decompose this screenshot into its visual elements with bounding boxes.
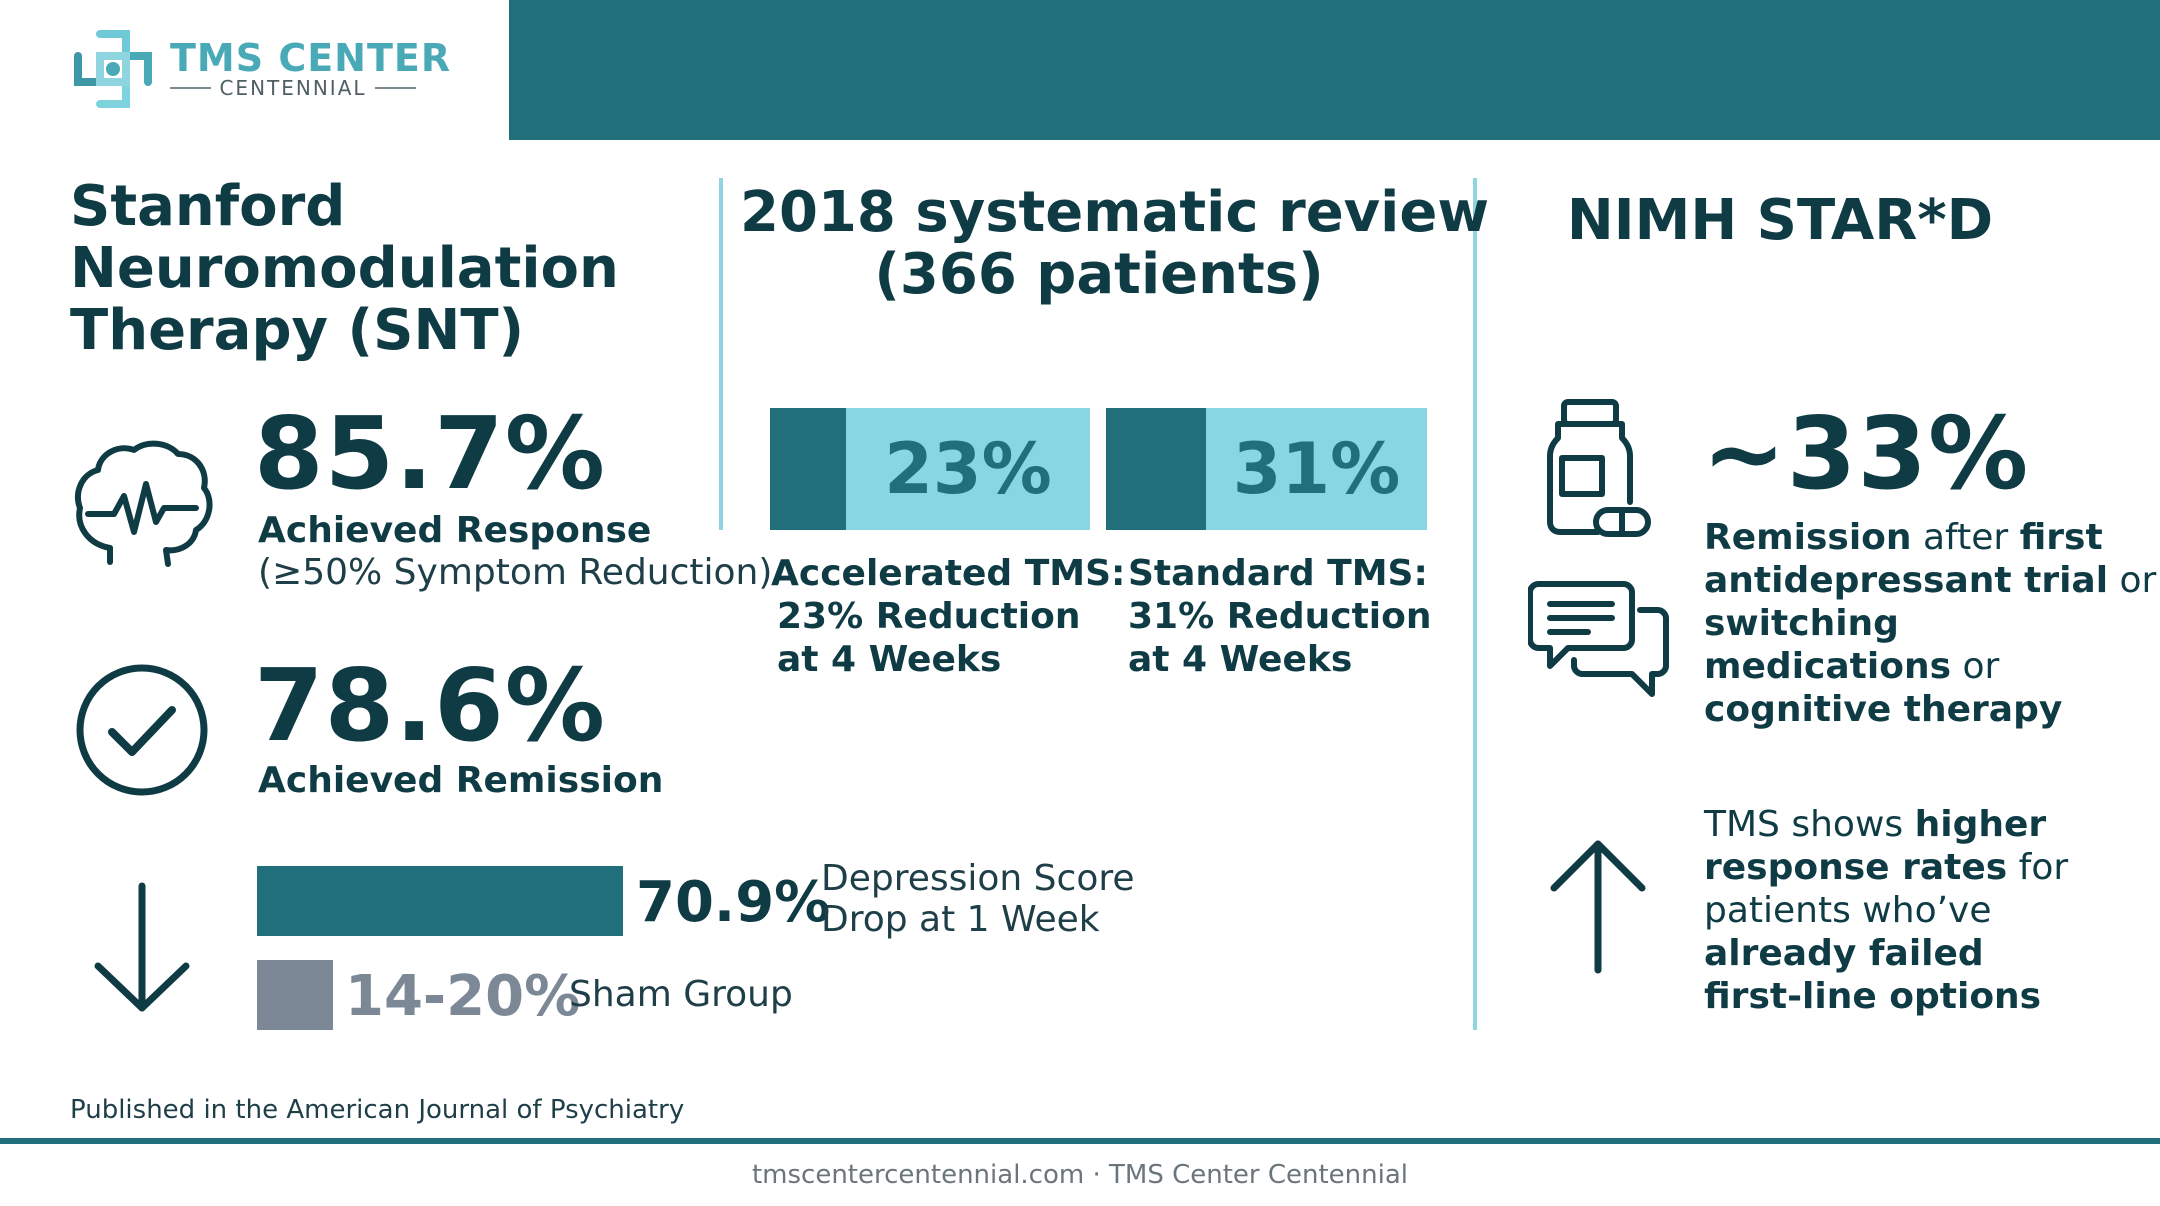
depression-value: 70.9% (636, 870, 831, 935)
stard-tms-l5-bold: first-line options (1704, 976, 2042, 1017)
accelerated-label: Accelerated TMS: 23% Reduction at 4 Week… (771, 552, 1125, 681)
stard-tms-l1-bold: higher (1914, 804, 2047, 845)
snt-title-line-2: Neuromodulation (70, 236, 619, 301)
stard-title: NIMH STAR*D (1566, 188, 1994, 253)
logo-rule-right (374, 87, 416, 89)
stard-remission-l1-bold: Remission (1704, 517, 1912, 558)
logo-subtitle-row: CENTENNIAL (170, 76, 416, 100)
accelerated-label-line-1: Accelerated TMS: (771, 553, 1126, 594)
accelerated-bar: 23% (770, 408, 1090, 530)
stard-tms-text: TMS shows higher response rates for pati… (1704, 803, 2068, 1018)
review-title-line-2: (366 patients) (874, 242, 1324, 307)
source-citation: Published in the American Journal of Psy… (70, 1095, 685, 1125)
standard-label-line-1: Standard TMS: (1128, 553, 1428, 594)
accelerated-label-line-3: at 4 Weeks (777, 639, 1002, 680)
footer-text: tmscentercentennial.com · TMS Center Cen… (751, 1160, 1409, 1190)
depression-bar (257, 866, 623, 936)
depression-label-line-2: Drop at 1 Week (821, 899, 1100, 940)
depression-label-line-1: Depression Score (821, 858, 1135, 899)
stard-tms-l2: for (2007, 847, 2069, 888)
stard-tms-l1: TMS shows (1704, 804, 1915, 845)
snt-response-value: 85.7% (254, 395, 606, 512)
chat-bubbles-icon (1528, 578, 1670, 702)
review-title-line-1: 2018 systematic review (740, 180, 1490, 245)
stard-value: ~33% (1702, 395, 2030, 512)
standard-bar-dark (1106, 408, 1206, 530)
arrow-up-icon (1548, 836, 1648, 976)
accelerated-bar-light: 23% (846, 408, 1090, 530)
logo-cross-icon (70, 26, 156, 112)
accelerated-label-line-2: 23% Reduction (777, 596, 1081, 637)
stard-remission-l4: or (1951, 646, 2000, 687)
depression-label: Depression Score Drop at 1 Week (821, 858, 1135, 940)
logo-rule-left (170, 87, 212, 89)
standard-bar-light: 31% (1206, 408, 1427, 530)
snt-title-line-1: Stanford (70, 174, 346, 239)
stard-remission-l4-bold: medications (1704, 646, 1952, 687)
arrow-down-icon (92, 880, 192, 1016)
standard-label-line-2: 31% Reduction (1128, 596, 1432, 637)
snt-response-note: (≥50% Symptom Reduction) (258, 552, 773, 593)
standard-label-line-3: at 4 Weeks (1128, 639, 1353, 680)
snt-title-line-3: Therapy (SNT) (70, 298, 525, 363)
top-banner (509, 0, 2160, 140)
logo-subtitle: CENTENNIAL (219, 76, 367, 100)
footer-rule (0, 1138, 2160, 1144)
standard-label: Standard TMS: 31% Reduction at 4 Weeks (1128, 552, 1432, 681)
sham-label: Sham Group (569, 974, 793, 1015)
snt-remission-value: 78.6% (254, 647, 606, 764)
standard-bar: 31% (1106, 408, 1427, 530)
snt-remission-label: Achieved Remission (258, 760, 664, 801)
sham-value: 14-20% (345, 964, 581, 1029)
stard-remission-l2: or (2108, 560, 2157, 601)
pill-bottle-icon (1544, 398, 1652, 540)
column-divider-right (1473, 178, 1477, 1030)
stard-remission-l1: after (1911, 517, 2020, 558)
brain-pulse-icon (70, 436, 216, 572)
stard-remission-l5-bold: cognitive therapy (1704, 689, 2063, 730)
standard-value: 31% (1232, 428, 1401, 510)
snt-title: Stanford Neuromodulation Therapy (SNT) (70, 176, 619, 362)
column-divider-left (719, 178, 723, 530)
stard-tms-l4-bold: already failed (1704, 933, 1984, 974)
accelerated-bar-dark (770, 408, 846, 530)
stard-remission-l3-bold: switching (1704, 603, 1899, 644)
logo-title: TMS CENTER (170, 36, 452, 80)
accelerated-value: 23% (884, 428, 1052, 510)
stard-remission-text: Remission after first antidepressant tri… (1704, 516, 2156, 731)
sham-bar (257, 960, 333, 1030)
stard-tms-l3: patients who’ve (1704, 890, 1992, 931)
stard-tms-l2-bold: response rates (1704, 847, 2008, 888)
stard-remission-l1-bold2: first (2019, 517, 2103, 558)
review-title: 2018 systematic review (366 patients) (740, 180, 1490, 307)
check-circle-icon (74, 662, 210, 798)
snt-response-label: Achieved Response (258, 510, 652, 551)
stard-remission-l2-bold: antidepressant trial (1704, 560, 2109, 601)
